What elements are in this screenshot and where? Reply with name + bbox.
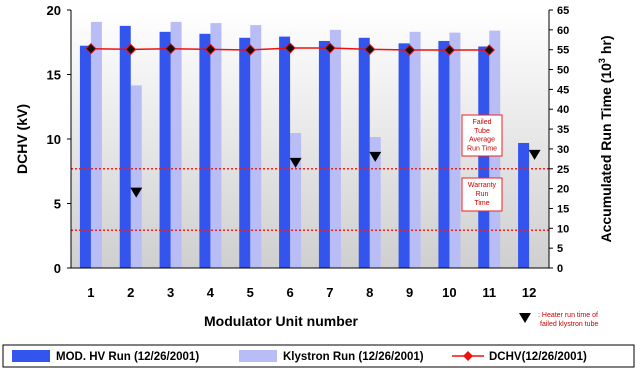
x-tick-label-2: 2 bbox=[127, 285, 134, 300]
legend: MOD. HV Run (12/26/2001) Klystron Run (1… bbox=[2, 344, 635, 368]
left-tick-label-0: 0 bbox=[54, 261, 61, 276]
x-axis-ticks: 1 2 3 4 5 6 7 8 9 10 11 12 bbox=[87, 285, 536, 300]
heater-marker-8 bbox=[369, 151, 382, 162]
left-tick-label-4: 20 bbox=[47, 3, 61, 18]
x-tick-label-7: 7 bbox=[326, 285, 333, 300]
right-tick-label-2: 10 bbox=[557, 223, 569, 235]
x-tick-label-6: 6 bbox=[286, 285, 293, 300]
right-tick-label-8: 40 bbox=[557, 104, 569, 116]
right-tick-label-10: 50 bbox=[557, 65, 569, 77]
dchv-marker-9 bbox=[403, 44, 416, 56]
klystron-bar-6 bbox=[290, 133, 302, 268]
legend-swatch-dchv-marker bbox=[463, 351, 473, 361]
right-tick-label-3: 15 bbox=[557, 203, 569, 215]
klystron-bar-4 bbox=[210, 23, 222, 268]
x-tick-label-11: 11 bbox=[482, 285, 496, 300]
right-tick-label-1: 5 bbox=[557, 243, 563, 255]
left-tick-label-1: 5 bbox=[54, 197, 61, 212]
legend-label-klystron: Klystron Run (12/26/2001) bbox=[283, 351, 424, 363]
klystron-bar-7 bbox=[329, 29, 341, 268]
hv-bar-5 bbox=[239, 37, 251, 269]
right-tick-label-9: 45 bbox=[557, 84, 569, 96]
right-tick-label-13: 65 bbox=[557, 5, 569, 17]
right-tick-label-4: 20 bbox=[557, 184, 569, 196]
x-tick-label-9: 9 bbox=[406, 285, 413, 300]
heater-marker-2 bbox=[130, 187, 143, 198]
klystron-bar-8 bbox=[369, 137, 381, 268]
heater-markers-group bbox=[130, 149, 541, 198]
x-tick-label-5: 5 bbox=[247, 285, 254, 300]
heater-marker-6 bbox=[289, 157, 302, 168]
reference-label-1-line-2: Tube bbox=[474, 128, 490, 135]
legend-swatch-klystron bbox=[239, 350, 277, 362]
dchv-marker-10 bbox=[443, 44, 456, 56]
reference-label-2-line-2: Run bbox=[476, 191, 489, 198]
dchv-series-group bbox=[85, 42, 495, 56]
klystron-bar-3 bbox=[170, 21, 182, 269]
right-tick-label-6: 30 bbox=[557, 144, 569, 156]
hv-bar-3 bbox=[159, 31, 171, 269]
hv-bar-11 bbox=[478, 46, 490, 268]
dchv-marker-6 bbox=[284, 42, 296, 54]
hv-bar-2 bbox=[119, 25, 131, 268]
hv-bar-8 bbox=[358, 37, 370, 269]
y-axis-title-right: Accumulated Run Time (103 hr) bbox=[597, 35, 614, 242]
reference-label-1-line-4: Run Time bbox=[467, 145, 497, 152]
klystron-bar-10 bbox=[449, 32, 461, 268]
legend-label-hv: MOD. HV Run (12/26/2001) bbox=[56, 351, 199, 363]
klystron-bar-5 bbox=[250, 25, 262, 269]
reference-label-1-line-1: Failed bbox=[472, 119, 491, 126]
reference-label-1-line-3: Average bbox=[469, 137, 495, 144]
reference-label-2-line-1: Warranty bbox=[468, 182, 497, 189]
reference-label-2-line-3: Time bbox=[474, 200, 489, 207]
legend-swatch-hv bbox=[12, 350, 50, 362]
hv-bar-12 bbox=[518, 142, 530, 268]
left-axis-ticks: 0 5 10 15 20 bbox=[47, 3, 71, 276]
hv-bar-7 bbox=[318, 40, 330, 269]
right-tick-label-0: 0 bbox=[557, 263, 563, 275]
legend-box bbox=[2, 344, 635, 368]
dchv-marker-7 bbox=[324, 42, 336, 54]
x-tick-label-1: 1 bbox=[87, 285, 94, 300]
heater-note-line-1: : Heater run time of bbox=[538, 312, 598, 319]
dchv-marker-11 bbox=[483, 44, 495, 56]
dchv-marker-8 bbox=[364, 43, 376, 56]
heater-note-triangle-icon bbox=[519, 313, 531, 323]
klystron-bar-1 bbox=[90, 21, 102, 269]
reference-label-box-2 bbox=[461, 177, 503, 212]
dchv-marker-2 bbox=[125, 43, 137, 56]
x-axis-title: Modulator Unit number bbox=[204, 313, 359, 329]
right-tick-label-11: 55 bbox=[557, 45, 569, 57]
dchv-marker-1 bbox=[85, 42, 97, 55]
klystron-bar-2 bbox=[130, 85, 142, 269]
hv-bar-9 bbox=[398, 43, 410, 268]
dchv-marker-3 bbox=[164, 42, 177, 55]
dchv-marker-5 bbox=[244, 44, 256, 56]
hv-bar-4 bbox=[199, 33, 211, 268]
right-tick-label-5: 25 bbox=[557, 164, 569, 176]
klystron-bar-9 bbox=[409, 31, 421, 269]
right-tick-label-7: 35 bbox=[557, 124, 569, 136]
right-axis-ticks: 0 5 10 15 20 25 30 35 40 45 50 55 60 65 bbox=[549, 5, 569, 275]
heater-note: : Heater run time of failed klystron tub… bbox=[519, 312, 598, 328]
x-tick-label-8: 8 bbox=[366, 285, 373, 300]
x-tick-label-10: 10 bbox=[442, 285, 456, 300]
dchv-marker-4 bbox=[204, 43, 217, 56]
hv-bar-10 bbox=[438, 40, 450, 269]
legend-label-dchv: DCHV(12/26/2001) bbox=[489, 351, 587, 363]
left-tick-label-2: 10 bbox=[47, 132, 61, 147]
heater-marker-12 bbox=[528, 149, 541, 160]
left-tick-label-3: 15 bbox=[47, 68, 61, 83]
x-tick-label-4: 4 bbox=[207, 285, 215, 300]
reference-label-box-1 bbox=[461, 114, 503, 157]
x-tick-label-12: 12 bbox=[522, 285, 536, 300]
hv-bar-6 bbox=[279, 36, 291, 269]
right-tick-label-12: 60 bbox=[557, 25, 569, 37]
hv-bar-1 bbox=[79, 45, 91, 268]
y-axis-title-left: DCHV (kV) bbox=[14, 104, 30, 174]
x-tick-label-3: 3 bbox=[167, 285, 174, 300]
heater-note-line-2: failed klystron tube bbox=[540, 321, 598, 328]
